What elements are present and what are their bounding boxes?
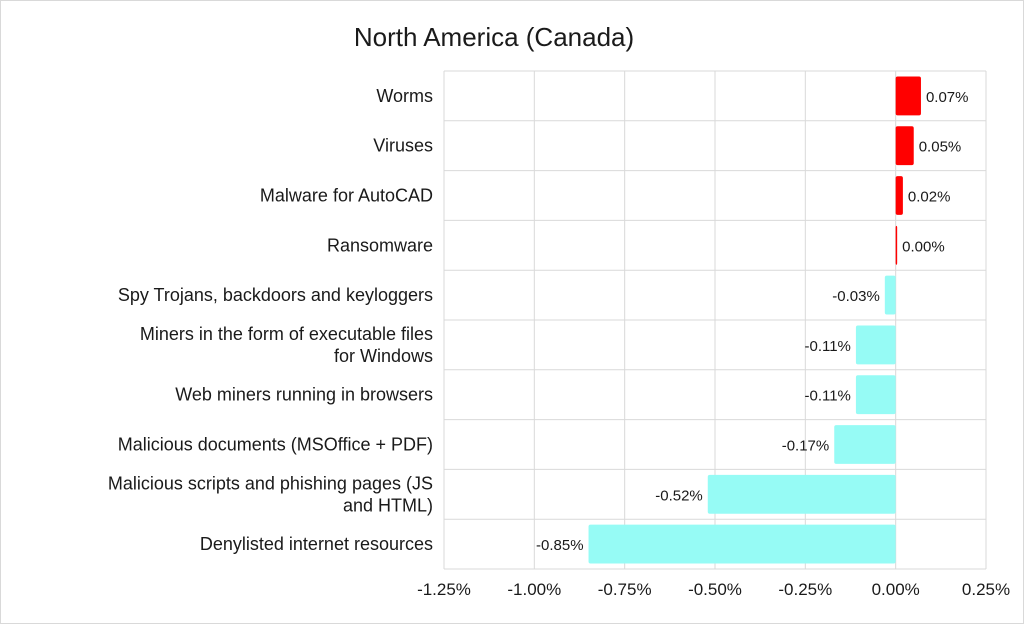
data-label: -0.03% <box>832 288 880 305</box>
x-tick-label: 0.25% <box>962 580 1010 599</box>
bar <box>855 325 896 365</box>
category-label: Viruses <box>373 136 433 156</box>
data-label: 0.07% <box>926 89 969 106</box>
category-label: Malicious documents (MSOffice + PDF) <box>118 435 433 455</box>
x-tick-label: -1.00% <box>507 580 561 599</box>
data-label: -0.85% <box>536 537 584 554</box>
x-tick-label: -0.50% <box>688 580 742 599</box>
data-label: 0.02% <box>908 189 951 206</box>
category-label: Miners in the form of executable files <box>140 324 433 344</box>
bar <box>588 524 896 564</box>
bar <box>855 375 896 415</box>
data-label: -0.11% <box>804 338 850 355</box>
bar <box>895 126 914 166</box>
category-label: for Windows <box>334 346 433 366</box>
category-label: Malware for AutoCAD <box>260 186 433 206</box>
bar <box>895 225 898 265</box>
data-label: -0.11% <box>804 388 850 405</box>
category-label: Denylisted internet resources <box>200 534 433 554</box>
data-labels: 0.07% 0.05% 0.02% 0.00% -0.03% -0.11% -0.11% -0… <box>536 89 969 554</box>
bar <box>895 176 903 215</box>
category-labels: Worms Viruses Malware for AutoCAD Ransomwar… <box>108 86 433 554</box>
x-tick-label: 0.00% <box>872 580 920 599</box>
x-tick-label: -1.25% <box>417 580 471 599</box>
data-label: 0.00% <box>902 238 945 255</box>
category-label: Spy Trojans, backdoors and keyloggers <box>118 285 433 305</box>
data-label: -0.17% <box>782 438 830 455</box>
chart-title: North America (Canada) <box>354 22 634 52</box>
bar <box>884 275 896 315</box>
bar <box>707 474 896 514</box>
x-tick-labels: -1.25% -1.00% -0.75% -0.50% -0.25% 0.00% 0.25% <box>417 580 1010 599</box>
bar <box>895 76 921 116</box>
x-tick-label: -0.75% <box>598 580 652 599</box>
data-label: -0.52% <box>655 487 703 504</box>
bar <box>834 425 896 464</box>
category-label: and HTML) <box>343 495 433 515</box>
category-label: Web miners running in browsers <box>175 385 433 405</box>
data-label: 0.05% <box>919 139 962 156</box>
category-label: Ransomware <box>327 235 433 255</box>
bars <box>588 76 921 564</box>
category-label: Worms <box>376 86 433 106</box>
x-tick-label: -0.25% <box>778 580 832 599</box>
category-label: Malicious scripts and phishing pages (JS <box>108 473 433 493</box>
